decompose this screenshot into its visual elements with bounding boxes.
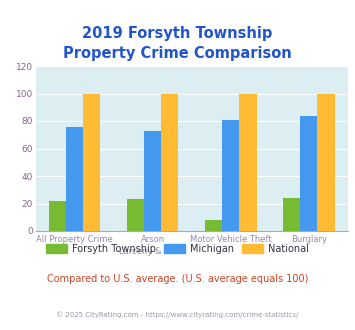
Bar <box>49 201 66 231</box>
Bar <box>83 93 100 231</box>
Text: © 2025 CityRating.com - https://www.cityrating.com/crime-statistics/: © 2025 CityRating.com - https://www.city… <box>56 311 299 318</box>
Bar <box>317 93 335 231</box>
Bar <box>127 199 144 231</box>
Bar <box>239 93 257 231</box>
Bar <box>161 93 179 231</box>
Legend: Forsyth Township, Michigan, National: Forsyth Township, Michigan, National <box>43 241 312 257</box>
Text: 2019 Forsyth Township
Property Crime Comparison: 2019 Forsyth Township Property Crime Com… <box>63 26 292 61</box>
Bar <box>205 220 222 231</box>
Bar <box>300 115 317 231</box>
Bar <box>144 131 161 231</box>
Bar <box>66 126 83 231</box>
Bar <box>222 120 239 231</box>
Text: Compared to U.S. average. (U.S. average equals 100): Compared to U.S. average. (U.S. average … <box>47 274 308 284</box>
Bar <box>283 198 300 231</box>
